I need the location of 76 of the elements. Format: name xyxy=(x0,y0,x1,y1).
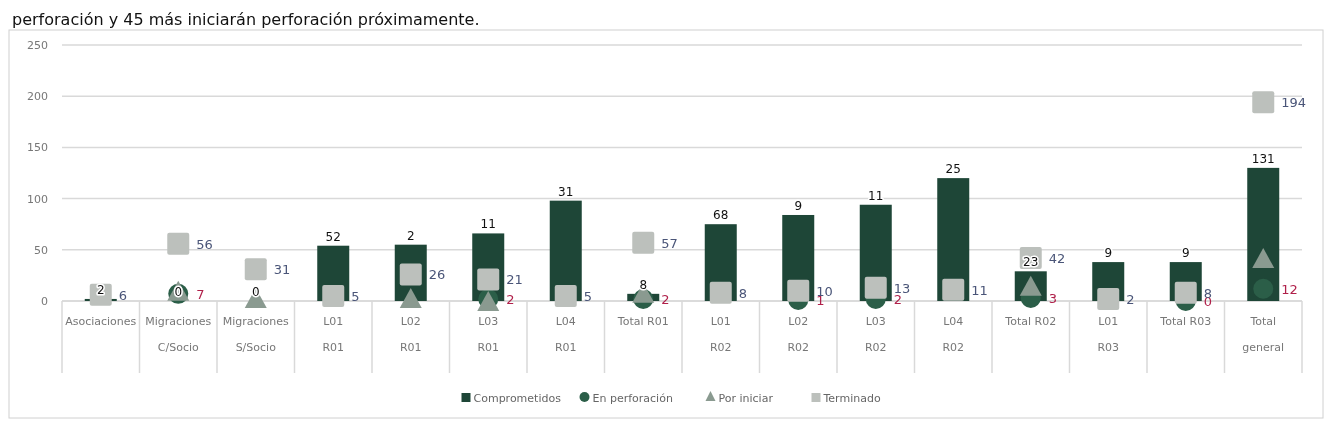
annotation: 25 xyxy=(945,162,961,177)
data-label: 8 xyxy=(738,285,748,301)
point xyxy=(554,284,577,307)
x-tick-label: L03 R01 xyxy=(477,315,500,354)
data-label: 2 xyxy=(506,291,515,307)
data-label: 56 xyxy=(196,236,213,252)
x-tick-label: Asociaciones xyxy=(65,315,137,328)
data-label: 21 xyxy=(506,272,523,288)
annotation: 9 xyxy=(1181,246,1190,261)
point xyxy=(1097,287,1120,310)
x-tick-label: L04 R02 xyxy=(942,315,965,354)
data-label: 7 xyxy=(196,286,205,302)
annotation: 9 xyxy=(794,198,803,213)
y-tick-label: 200 xyxy=(27,90,48,104)
annotation: 0 xyxy=(174,285,183,299)
x-tick-label: Total R03 xyxy=(1159,315,1212,328)
point xyxy=(632,231,655,254)
annotation: 23 xyxy=(1023,255,1039,270)
legend-label: Terminado xyxy=(822,392,881,405)
data-label: 11 xyxy=(971,282,988,298)
x-tick-label: L02 R01 xyxy=(399,315,422,354)
y-tick-label: 150 xyxy=(27,141,48,155)
point xyxy=(942,278,965,301)
x-tick-label: L01 R03 xyxy=(1097,315,1120,354)
point xyxy=(709,281,732,304)
annotation: 131 xyxy=(1251,151,1275,166)
y-tick-label: 250 xyxy=(27,39,48,52)
legend-label: Por iniciar xyxy=(718,392,774,405)
point xyxy=(864,276,887,299)
point xyxy=(167,232,190,255)
point xyxy=(1252,91,1275,114)
point xyxy=(1253,278,1274,299)
x-tick-label: L03 R02 xyxy=(864,315,887,354)
text: perforación y 45 más iniciarán perforación próximamente. xyxy=(12,10,480,29)
x-tick-label: L01 R01 xyxy=(322,315,345,354)
data-label: 194 xyxy=(1281,95,1307,111)
x-tick-label: Total general xyxy=(1242,315,1285,354)
point xyxy=(477,268,500,291)
data-label: 6 xyxy=(118,287,128,303)
data-label: 57 xyxy=(661,235,678,251)
point xyxy=(322,284,345,307)
annotation: 9 xyxy=(1104,246,1113,261)
data-label: 2 xyxy=(1126,291,1135,307)
y-tick-label: 50 xyxy=(34,243,48,257)
annotation: 11 xyxy=(480,217,496,232)
data-label: 5 xyxy=(583,288,593,304)
data-label: 13 xyxy=(893,280,911,296)
legend-label: En perforación xyxy=(592,392,673,405)
y-tick-label: 0 xyxy=(41,295,48,308)
annotation: 2 xyxy=(96,282,105,297)
point xyxy=(787,279,810,302)
annotation: 68 xyxy=(713,208,729,223)
data-label: 26 xyxy=(428,267,446,283)
data-label: 5 xyxy=(351,288,360,304)
y-tick-label: 100 xyxy=(27,192,48,206)
x-tick-label: L04 R01 xyxy=(554,315,577,354)
x-tick-label: Migraciones C/Socio xyxy=(145,315,212,354)
annotation: 2 xyxy=(406,228,415,243)
x-tick-label: Total R01 xyxy=(616,315,669,328)
annotation: 11 xyxy=(868,188,884,203)
point xyxy=(244,258,267,281)
data-label: 31 xyxy=(273,262,291,278)
x-tick-label: L02 R02 xyxy=(787,315,810,354)
data-label: 3 xyxy=(1048,290,1058,306)
data-label: 2 xyxy=(661,291,670,307)
data-label: 42 xyxy=(1048,250,1066,266)
data-label: 12 xyxy=(1281,281,1298,297)
annotation: 52 xyxy=(325,229,341,244)
x-tick-label: Migraciones S/Socio xyxy=(222,315,290,354)
legend-label: Comprometidos xyxy=(473,392,562,405)
x-tick-label: Total R02 xyxy=(1004,315,1057,328)
annotation: 8 xyxy=(639,277,648,292)
point xyxy=(1252,247,1275,268)
x-tick-label: L01 R02 xyxy=(709,315,732,354)
annotation: 31 xyxy=(558,184,574,199)
point xyxy=(399,287,422,308)
